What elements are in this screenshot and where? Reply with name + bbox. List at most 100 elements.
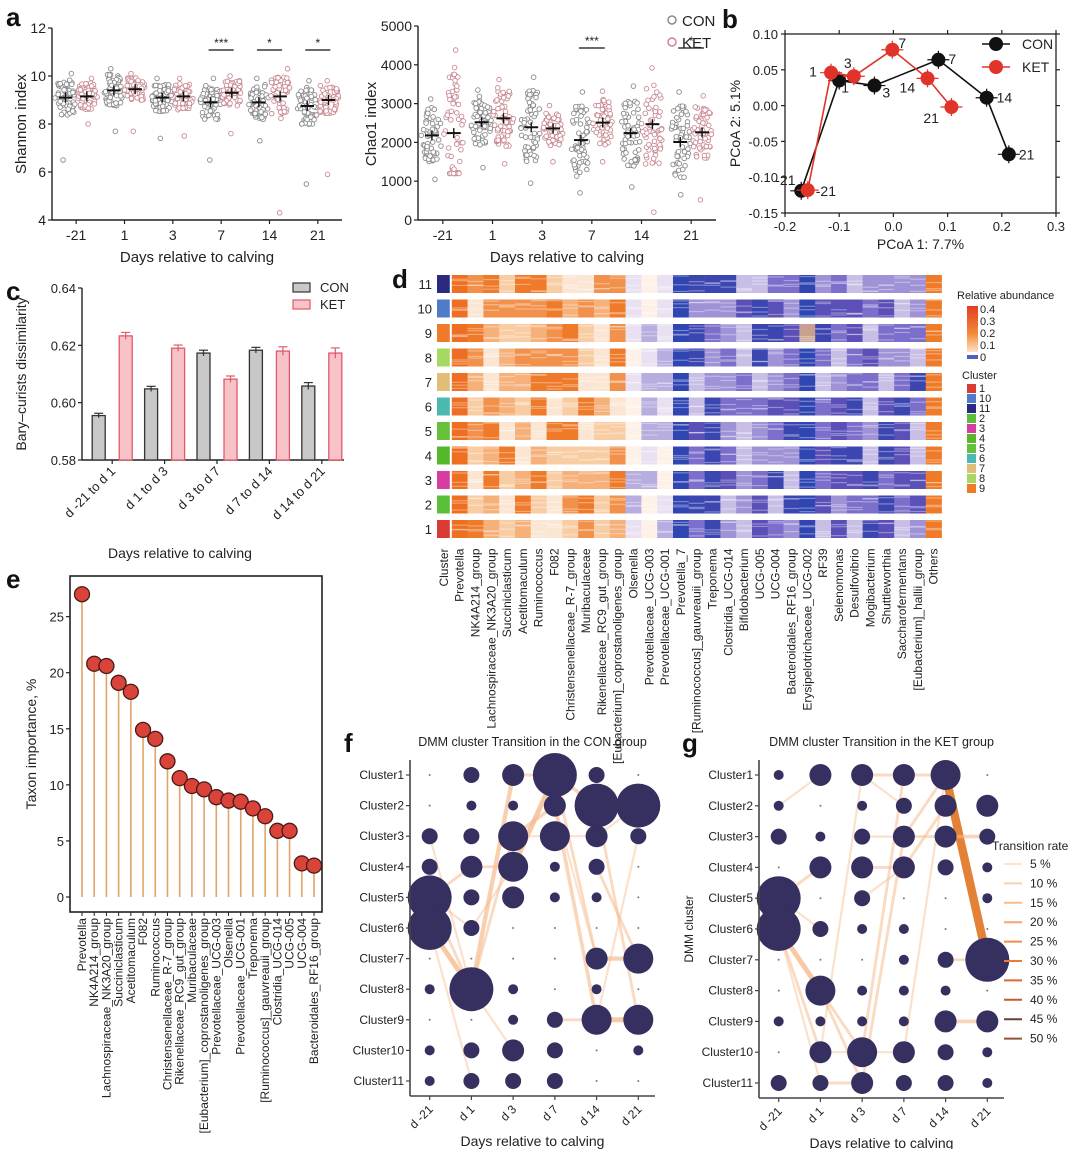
heatmap-cell [862,324,879,342]
lollipop-dot [110,674,127,691]
heatmap-cell [910,520,927,538]
y-tick-label: 0 [57,890,64,905]
heatmap-cell [515,324,532,342]
heatmap-stripe [594,532,611,535]
heatmap-stripe [767,375,784,377]
heatmap-cell [894,324,911,342]
lollipop-dot [73,586,91,603]
heatmap-stripe [483,474,500,476]
color-legend-tick: 0.2 [980,328,995,340]
heatmap-stripe [451,435,468,438]
heatmap-stripe [451,359,468,361]
data-point [57,98,63,105]
heatmap-cell [831,324,848,342]
lollipop-dot [98,657,115,675]
heatmap-stripe [451,335,468,337]
heatmap-stripe [894,534,911,536]
data-point [224,78,231,85]
x-tick-label: Christensenellaceae_R-7_group [160,918,174,1090]
heatmap-stripe [451,481,468,483]
heatmap-stripe [546,308,563,310]
heatmap-stripe [673,334,690,336]
data-point [601,97,607,104]
data-point [177,89,184,95]
cluster-legend-swatch [967,434,976,443]
heatmap-cell [925,348,942,367]
heatmap-stripe [799,305,816,307]
data-point [576,159,583,166]
heatmap-cell [862,520,879,538]
data-point [530,102,536,108]
heatmap-stripe [767,351,784,353]
heatmap-stripe [720,286,737,288]
heatmap-stripe [925,529,942,531]
cluster-bubble [857,924,868,934]
heatmap-stripe [910,375,927,377]
data-point [213,116,219,122]
cluster-bubble [986,928,989,930]
heatmap-stripe [894,429,911,432]
data-point [577,169,583,176]
heatmap-stripe [925,330,942,332]
data-point [200,90,207,97]
data-point [85,121,91,127]
heatmap-cell [594,397,611,416]
heatmap-stripe [878,333,895,335]
heatmap-stripe [483,356,500,358]
heatmap-stripe [688,302,705,304]
heatmap-cell [688,324,705,342]
heatmap-stripe [578,281,595,283]
heatmap-stripe [562,338,579,340]
heatmap-stripe [799,339,816,341]
heatmap-stripe [657,486,674,488]
cluster-legend-label: 4 [979,433,985,445]
cluster-bubble [424,1076,435,1086]
heatmap-stripe [767,300,784,302]
heatmap-stripe [767,461,784,463]
column-label: Shuttleworthia [879,548,893,624]
y-tick-label: 0 [404,212,412,228]
data-point [234,102,241,109]
heatmap-stripe [910,307,927,309]
data-point [527,107,534,113]
heatmap-cell [752,348,769,367]
heatmap-cell [467,373,484,391]
data-point [278,115,284,122]
heatmap-stripe [562,339,579,341]
heatmap-cell [641,520,658,538]
data-point [304,116,310,123]
heatmap-stripe [530,290,547,292]
heatmap-stripe [767,300,784,302]
heatmap-cell [594,348,611,367]
y-tick-label: Cluster9 [359,1013,404,1027]
heatmap-cell [878,275,895,293]
heatmap-stripe [451,436,468,438]
heatmap-stripe [894,527,911,529]
heatmap-stripe [862,358,879,360]
cluster-bubble [902,897,905,900]
cluster-legend-label: 7 [979,463,985,475]
heatmap-stripe [767,448,784,450]
cluster-bubble [532,753,577,797]
data-point [625,162,631,169]
column-label: Olsenella [627,548,641,598]
heatmap-cell [752,299,769,318]
data-point [57,81,63,87]
heatmap-stripe [530,506,547,509]
heatmap-cell [704,495,721,514]
heatmap-cell [878,446,895,465]
cluster-bubble [428,957,431,960]
heatmap-stripe [673,429,690,431]
data-point [438,143,444,149]
heatmap-stripe [752,348,769,351]
transition-line [469,772,516,992]
heatmap-stripe [546,300,563,302]
heatmap-cell [530,446,547,465]
heatmap-stripe [625,324,642,326]
legend-label: CON [682,13,715,30]
data-point [693,154,700,160]
heatmap-stripe [546,523,563,526]
heatmap-cell [831,422,848,440]
heatmap-stripe [862,381,879,383]
heatmap-stripe [736,499,753,501]
